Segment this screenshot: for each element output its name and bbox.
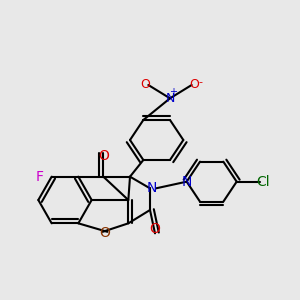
Text: O: O [150,222,160,236]
Text: O: O [190,79,200,92]
Text: N: N [182,175,192,189]
Text: N: N [146,181,157,195]
Text: F: F [36,170,44,184]
Text: O: O [140,79,150,92]
Text: O: O [98,149,109,163]
Text: Cl: Cl [256,175,270,189]
Text: +: + [169,87,177,97]
Text: N: N [165,92,175,105]
Text: O: O [100,226,110,240]
Text: -: - [199,77,203,87]
